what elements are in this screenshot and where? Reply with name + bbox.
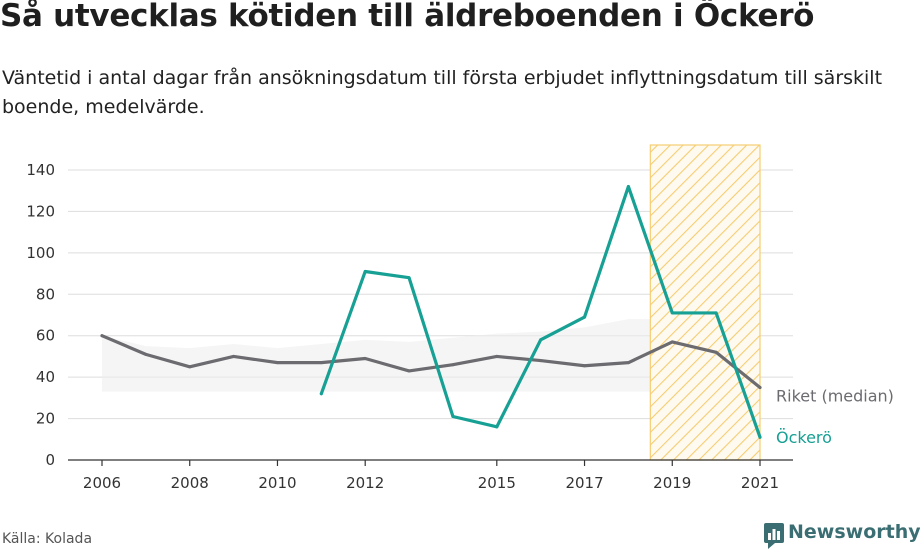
series-line-riket-point-2017 xyxy=(583,364,587,368)
series-lines xyxy=(100,184,762,439)
hatched-highlight-area xyxy=(649,144,761,461)
x-tick-label-2015: 2015 xyxy=(478,474,516,492)
y-tick-label-60: 60 xyxy=(36,327,55,345)
series-line-riket-point-2011 xyxy=(319,361,323,365)
series-line-ockero-point-2011 xyxy=(319,392,323,396)
series-line-ockero-point-2012 xyxy=(363,270,367,273)
series-line-ockero-point-2018 xyxy=(626,185,630,189)
x-tick-label-2017: 2017 xyxy=(565,474,603,492)
series-line-riket-point-2021 xyxy=(758,386,762,389)
x-tick-label-2012: 2012 xyxy=(346,474,384,492)
series-line-riket-point-2007 xyxy=(144,352,148,356)
series-line-ockero-point-2019 xyxy=(670,311,674,315)
series-line-riket-point-2016 xyxy=(539,359,543,363)
series-line-ockero-point-2015 xyxy=(495,425,499,429)
preliminary-period-highlight xyxy=(649,144,761,461)
series-line-ockero-point-2014 xyxy=(451,415,455,418)
range-band xyxy=(102,319,717,392)
series-line-riket-point-2006 xyxy=(100,334,104,338)
newsworthy-logo-icon xyxy=(764,523,784,549)
series-line-riket-point-2015 xyxy=(495,354,499,358)
x-tick-label-2010: 2010 xyxy=(258,474,296,492)
y-tick-label-140: 140 xyxy=(26,161,55,179)
series-label-riket: Riket (median) xyxy=(776,387,894,406)
source-note: Källa: Kolada xyxy=(2,531,93,547)
x-tick-label-2008: 2008 xyxy=(171,474,209,492)
x-tick-label-2006: 2006 xyxy=(83,474,121,492)
y-tick-label-80: 80 xyxy=(36,285,55,303)
series-line-riket-point-2013 xyxy=(407,369,411,373)
y-tick-label-40: 40 xyxy=(36,368,55,386)
series-line-riket-point-2018 xyxy=(626,361,630,365)
series-line-riket-point-2012 xyxy=(363,357,367,360)
series-line-riket-point-2010 xyxy=(275,361,279,365)
series-line-ockero-point-2017 xyxy=(583,315,587,319)
series-line-riket-point-2019 xyxy=(670,340,674,344)
brand-name: Newsworthy xyxy=(788,521,920,543)
chart-subtitle: Väntetid i antal dagar från ansökningsda… xyxy=(2,67,883,118)
series-line-riket-point-2014 xyxy=(451,363,455,367)
x-tick-label-2021: 2021 xyxy=(741,474,779,492)
series-label-ockero: Öckerö xyxy=(776,428,832,447)
y-tick-label-0: 0 xyxy=(45,451,55,469)
series-line-ockero-point-2020 xyxy=(714,311,718,315)
y-tick-label-20: 20 xyxy=(36,410,55,428)
series-line-riket-point-2008 xyxy=(188,365,192,369)
axes: 0 20 40 60 80 100 120 140 2006 2008 2010 2012 2015 20… xyxy=(26,161,793,492)
median-range-band xyxy=(102,319,717,392)
series-labels: Riket (median) Öckerö xyxy=(776,387,894,448)
y-tick-label-100: 100 xyxy=(26,244,55,262)
x-tick-label-2019: 2019 xyxy=(653,474,691,492)
series-line-ockero-point-2016 xyxy=(539,338,543,342)
y-tick-label-120: 120 xyxy=(26,202,55,220)
chart-title: Så utvecklas kötiden till äldreboenden i… xyxy=(0,0,815,34)
series-line-riket-point-2020 xyxy=(714,350,718,354)
series-line-ockero-point-2021 xyxy=(758,435,762,439)
series-line-ockero-point-2013 xyxy=(407,276,411,280)
series-line-riket xyxy=(100,334,762,390)
series-line-riket-point-2009 xyxy=(232,354,236,358)
